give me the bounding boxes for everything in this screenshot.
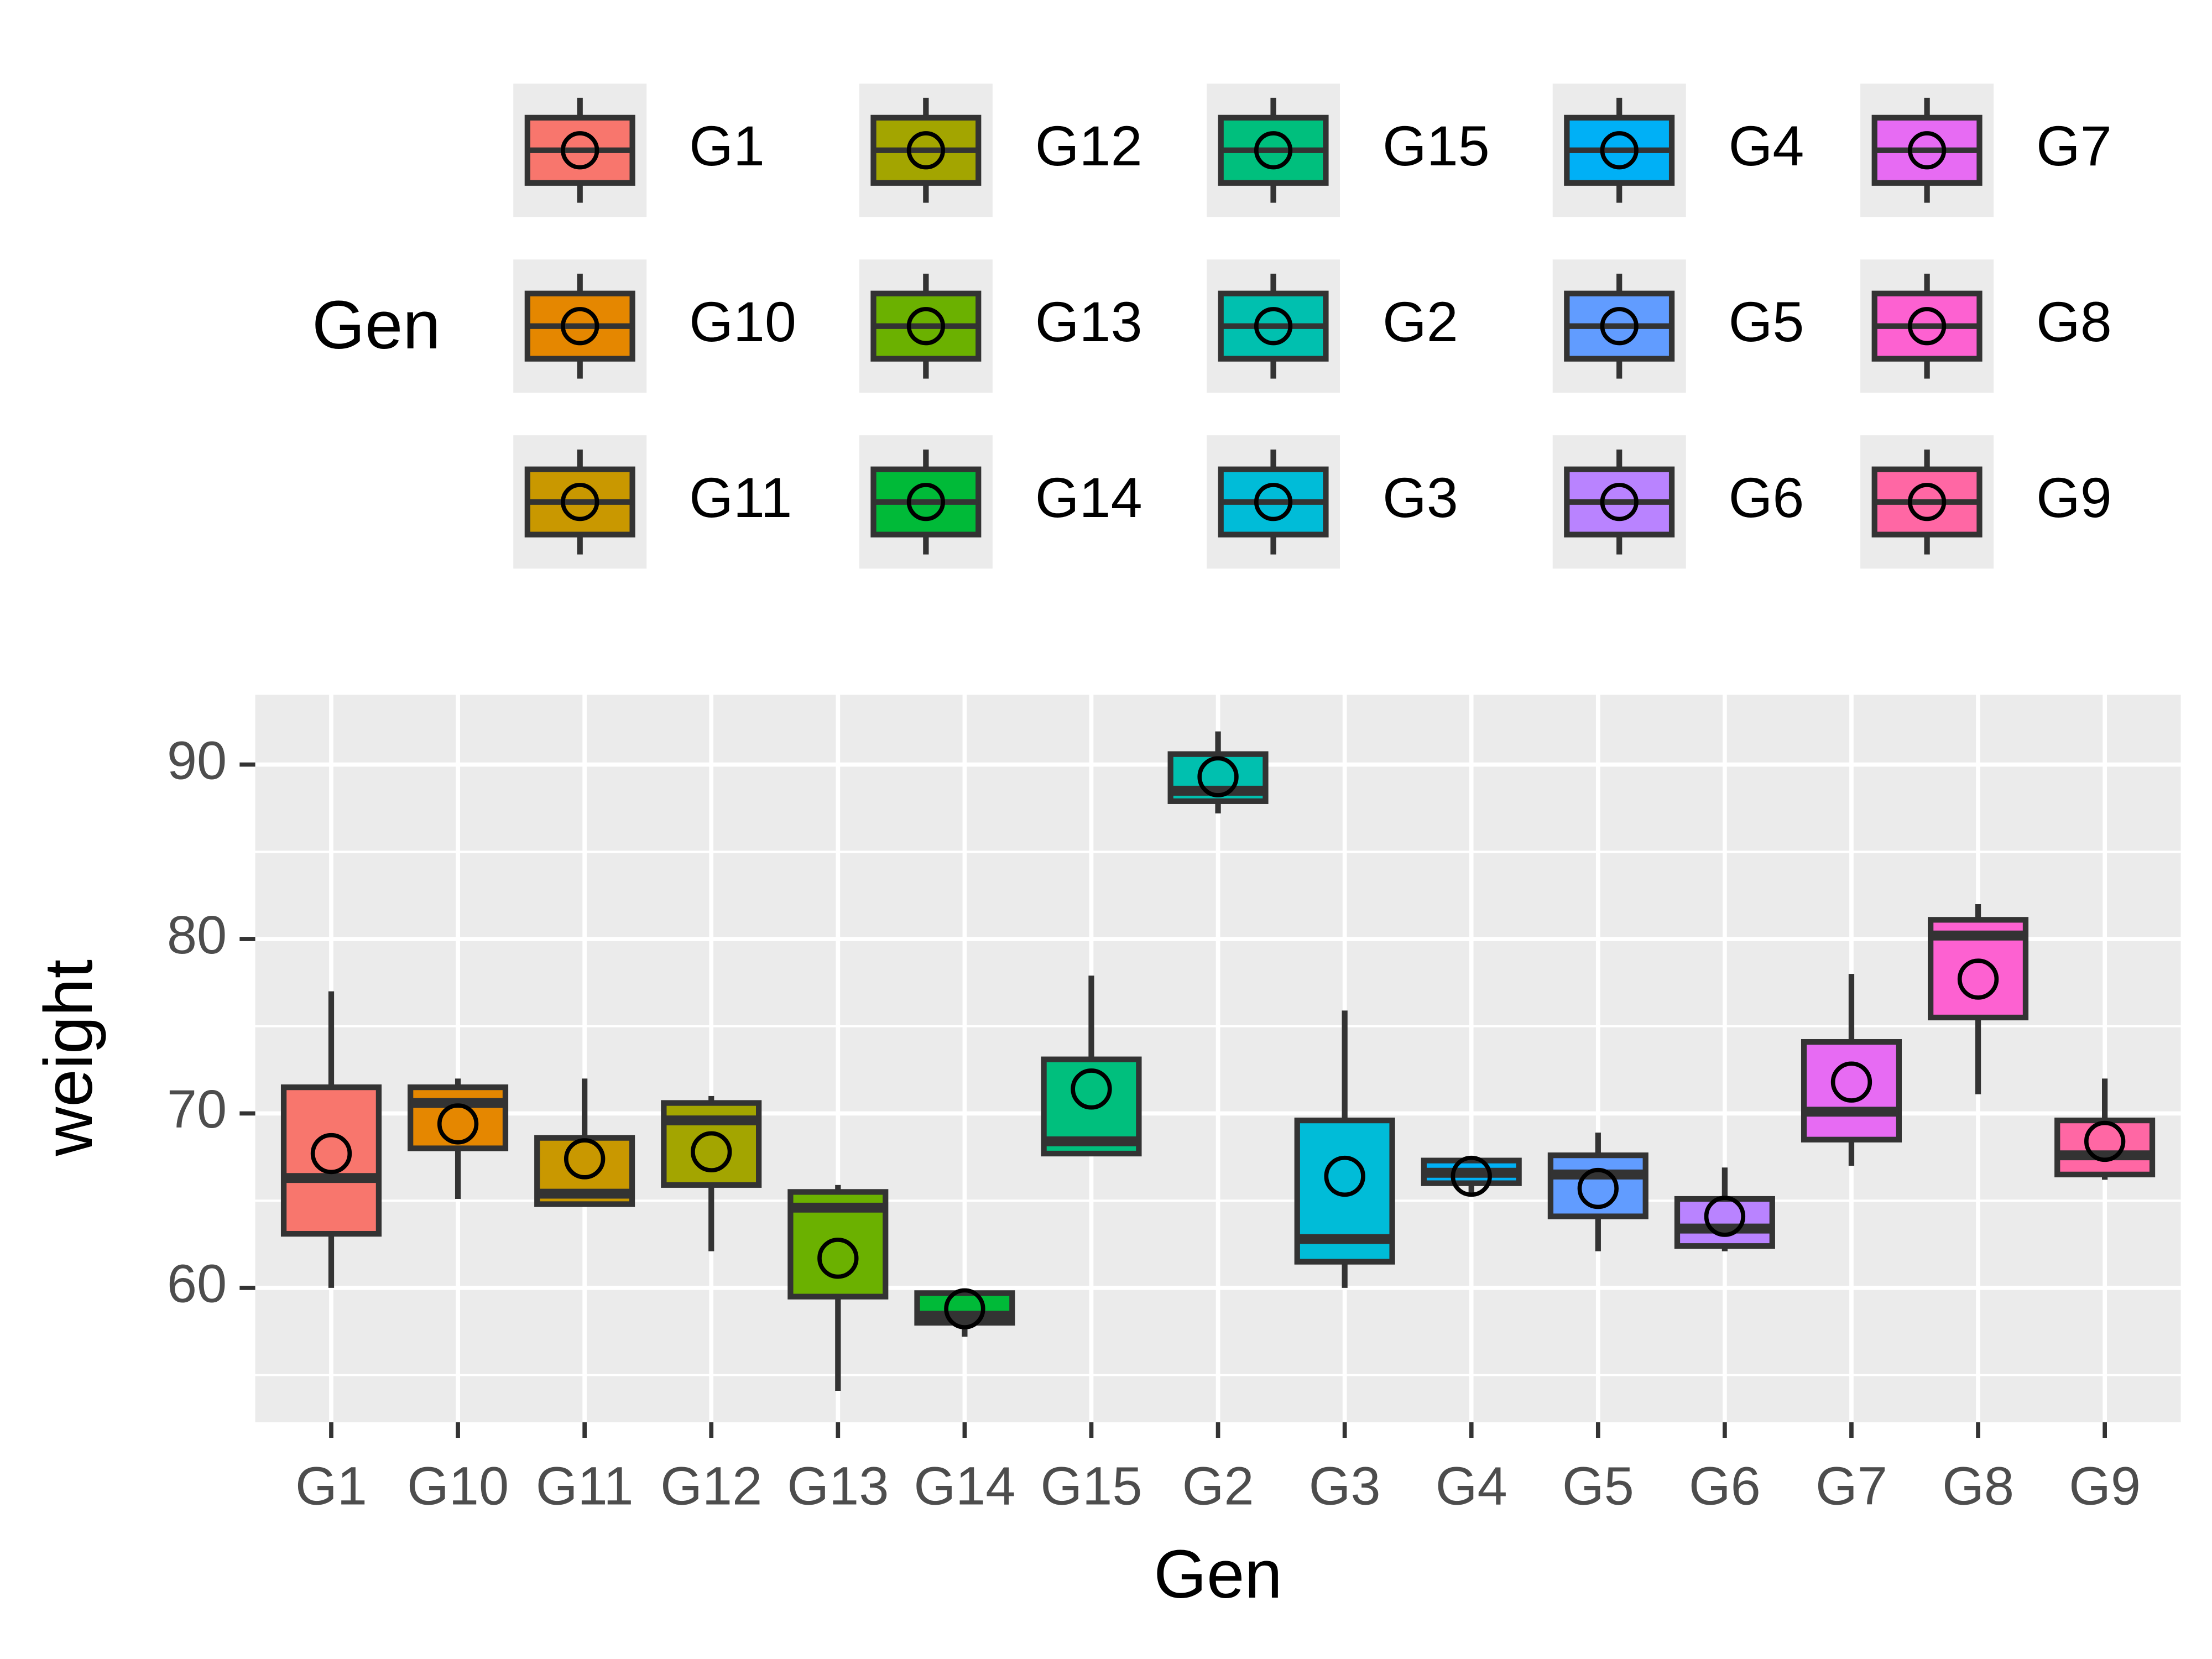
mean-point <box>1197 756 1239 797</box>
legend-item: G9 <box>1860 435 2112 569</box>
legend-mean <box>1254 307 1293 346</box>
legend-item: G10 <box>513 259 796 393</box>
legend-mean <box>1254 483 1293 521</box>
legend-label: G9 <box>2036 466 2112 529</box>
x-tick-label: G2 <box>1182 1456 1254 1516</box>
legend-label: G13 <box>1035 290 1142 353</box>
legend-label: G15 <box>1383 114 1490 178</box>
legend-title: Gen <box>312 288 441 363</box>
legend-label: G14 <box>1035 466 1142 529</box>
legend-label: G4 <box>1729 114 1804 178</box>
legend-mean <box>1600 131 1639 170</box>
legend-label: G5 <box>1729 290 1804 353</box>
x-tick-label: G8 <box>1942 1456 2014 1516</box>
legend-label: G3 <box>1383 466 1458 529</box>
legend-item: G7 <box>1860 84 2112 217</box>
legend-mean <box>906 307 945 346</box>
x-tick-label: G11 <box>536 1456 634 1516</box>
x-tick-label: G13 <box>787 1456 889 1516</box>
legend-mean <box>561 131 599 170</box>
x-tick-label: G1 <box>295 1456 367 1516</box>
legend-item: G6 <box>1552 435 1804 569</box>
legend-label: G8 <box>2036 290 2112 353</box>
x-axis-title: Gen <box>1154 1537 1282 1613</box>
mean-point <box>1071 1068 1112 1110</box>
x-tick-label: G5 <box>1562 1456 1634 1516</box>
legend-label: G2 <box>1383 290 1458 353</box>
legend-label: G6 <box>1729 466 1804 529</box>
legend-mean <box>1600 483 1639 521</box>
mean-point <box>310 1133 352 1175</box>
mean-point <box>1451 1155 1492 1197</box>
y-tick-label: 80 <box>167 905 227 965</box>
mean-point <box>1704 1196 1746 1237</box>
legend-item: G5 <box>1552 259 1804 393</box>
mean-point <box>437 1103 479 1145</box>
x-tick-label: G7 <box>1815 1456 1887 1516</box>
legend-label: G11 <box>689 466 792 529</box>
y-axis-title: weight <box>31 959 107 1157</box>
x-tick-label: G10 <box>407 1456 509 1516</box>
box <box>408 1084 509 1151</box>
legend-item: G1 <box>513 84 765 217</box>
mean-point <box>817 1238 859 1279</box>
box <box>2054 1117 2156 1177</box>
legend-mean <box>1908 307 1947 346</box>
legend-mean <box>1908 131 1947 170</box>
mean-point <box>944 1288 985 1329</box>
mean-point <box>2084 1120 2126 1162</box>
legend-mean <box>1600 307 1639 346</box>
legend-label: G1 <box>689 114 765 178</box>
legend-item: G8 <box>1860 259 2112 393</box>
legend-item: G15 <box>1207 84 1490 217</box>
x-tick-label: G6 <box>1689 1456 1761 1516</box>
x-tick-label: G12 <box>660 1456 762 1516</box>
legend-mean <box>561 483 599 521</box>
legend-item: G13 <box>859 259 1142 393</box>
x-tick-label: G15 <box>1040 1456 1142 1516</box>
y-tick-label: 70 <box>167 1079 227 1139</box>
legend-mean <box>906 131 945 170</box>
box <box>661 1100 762 1188</box>
legend-item: G4 <box>1552 84 1804 217</box>
x-tick-label: G14 <box>914 1456 1015 1516</box>
mean-point <box>1577 1167 1619 1209</box>
box <box>1801 1039 1902 1142</box>
legend-label: G12 <box>1035 114 1142 178</box>
legend-mean <box>906 483 945 521</box>
legend-item: G3 <box>1207 435 1458 569</box>
legend-mean <box>561 307 599 346</box>
x-tick-label: G4 <box>1436 1456 1507 1516</box>
mean-point <box>564 1138 606 1180</box>
legend-item: G2 <box>1207 259 1458 393</box>
mean-point <box>1324 1155 1365 1197</box>
mean-point <box>1830 1061 1872 1103</box>
legend-item: G11 <box>513 435 792 569</box>
mean-point <box>1957 958 1999 1000</box>
y-tick-label: 90 <box>167 730 227 790</box>
box <box>280 1084 382 1237</box>
legend-label: G10 <box>689 290 796 353</box>
x-tick-label: G3 <box>1309 1456 1381 1516</box>
legend-item: G14 <box>859 435 1142 569</box>
box <box>1674 1196 1775 1249</box>
legend-label: G7 <box>2036 114 2112 178</box>
legend-mean <box>1908 483 1947 521</box>
legend-mean <box>1254 131 1293 170</box>
mean-point <box>691 1131 732 1173</box>
legend-item: G12 <box>859 84 1142 217</box>
x-tick-label: G9 <box>2069 1456 2141 1516</box>
y-tick-label: 60 <box>167 1254 227 1314</box>
